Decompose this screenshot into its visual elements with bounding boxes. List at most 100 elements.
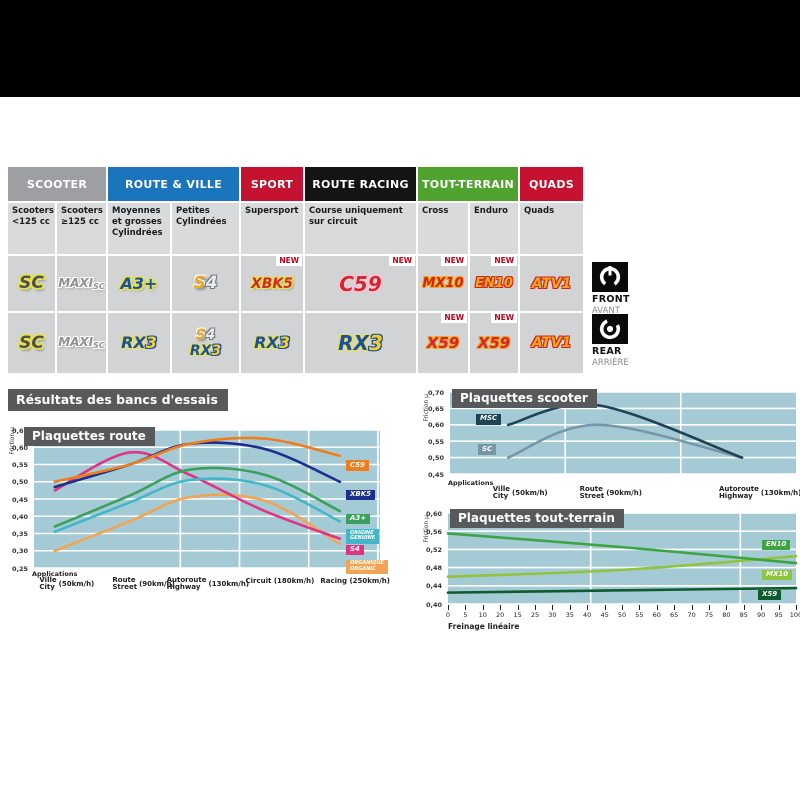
- logo-mx10: MX10: [422, 276, 464, 291]
- x-category-en: City: [39, 583, 55, 592]
- legend-x59: X59: [758, 589, 782, 601]
- x-category-label: Racing (250km/h): [320, 577, 390, 585]
- y-tick-label: 0,55: [11, 461, 28, 469]
- logo-text: RX: [121, 333, 146, 352]
- y-tick-label: 0,35: [11, 530, 28, 538]
- x-category-fr: Autoroute: [166, 576, 207, 584]
- product-cell-front: SC: [8, 256, 55, 311]
- x-category-names: Ville City: [493, 485, 510, 501]
- x-tick-mark: [587, 605, 589, 610]
- legend-line: ORIGINE: [350, 529, 374, 536]
- x-category-speed: (130km/h): [208, 580, 250, 589]
- y-tick-label: 0,65: [427, 404, 444, 413]
- x-category-label: Route Street (90km/h): [112, 576, 174, 592]
- x-tick-label: 25: [530, 611, 540, 619]
- x-tick-label: 45: [600, 611, 609, 619]
- logo-text: MAXI: [58, 335, 94, 349]
- x-category-label: Autoroute Highway (130km/h): [166, 576, 250, 592]
- y-tick-label: 0,50: [427, 454, 444, 463]
- product-cell-rear: RX3: [108, 313, 170, 373]
- logo-sc: SC: [19, 332, 44, 353]
- y-tick-label: 0,48: [425, 564, 442, 573]
- subheader-cell-supersport: Supersport: [241, 203, 303, 254]
- x-category-en: Highway: [718, 492, 753, 501]
- x-tick-label: 10: [478, 611, 487, 619]
- series-line-en10: [446, 532, 798, 565]
- results-heading: Résultats des bancs d'essais: [8, 389, 228, 411]
- front-indicator: FRONT AVANT: [592, 262, 636, 316]
- legend-a3: A3+: [346, 513, 371, 525]
- chart-title: Plaquettes tout-terrain: [450, 509, 624, 528]
- x-tick-label: 70: [687, 611, 696, 619]
- x-tick-mark: [691, 605, 693, 610]
- x-category-names: Autoroute Highway: [718, 485, 759, 501]
- y-tick-label: 0,40: [425, 600, 442, 609]
- x-tick-mark: [656, 605, 658, 610]
- x-tick-mark: [709, 605, 710, 610]
- top-banner: [0, 0, 800, 97]
- series-line-a3: [53, 466, 342, 528]
- y-tick-label: 0,65: [11, 426, 28, 435]
- x-category-names: Route Street: [579, 485, 605, 501]
- logo-rx3: RX3: [338, 333, 383, 353]
- x-tick-mark: [448, 605, 449, 610]
- x-tick-label: 5: [463, 611, 468, 619]
- logo-sc: SC: [19, 273, 44, 293]
- x-axis-title: Applications: [32, 570, 78, 578]
- y-tick-label: 0,70: [427, 388, 444, 397]
- logo-rx3: RX3: [121, 335, 157, 351]
- new-badge: NEW: [441, 256, 467, 266]
- product-cell-front: S4: [172, 256, 239, 311]
- legend-organique: ORGANIQUE ORGANIC: [346, 559, 388, 575]
- series-line-c59: [53, 436, 342, 484]
- indicator-subtitle: AVANT: [592, 306, 620, 316]
- logo-subtext: SC: [93, 281, 105, 291]
- x-category-label: Route Street (90km/h): [579, 485, 642, 501]
- x-category-en: Street: [579, 492, 605, 501]
- x-category-speed: (50km/h): [58, 580, 95, 589]
- new-badge: NEW: [276, 256, 302, 266]
- y-tick-label: 0,60: [427, 421, 444, 430]
- x-tick-mark: [500, 605, 502, 610]
- x-category-single: Racing (250km/h): [320, 577, 390, 585]
- x-tick-label: 15: [513, 611, 522, 619]
- logo-text: S: [195, 327, 206, 343]
- x-tick-mark: [535, 605, 536, 610]
- logo-s4: S4: [196, 328, 216, 342]
- x-tick-mark: [778, 605, 780, 610]
- category-header-sport: SPORT: [241, 167, 303, 201]
- subheader-cell-cross: Cross: [418, 203, 468, 254]
- logo-c59: C59: [339, 271, 382, 296]
- y-tick-label: 0,50: [11, 478, 28, 487]
- x-tick-label: 35: [565, 611, 574, 619]
- new-badge: NEW: [441, 313, 467, 323]
- logo-maxisc: MAXISC: [58, 336, 105, 350]
- logo-atv1: ATV1: [531, 275, 572, 292]
- product-cell-rear: RX3: [241, 313, 303, 373]
- x-tick-mark: [796, 605, 797, 610]
- logo-x59: X59: [477, 333, 511, 352]
- legend-line: ORGANIQUE: [350, 560, 384, 567]
- new-badge: NEW: [491, 256, 517, 266]
- x-category-names: Autoroute Highway: [166, 576, 207, 592]
- new-badge: NEW: [491, 313, 517, 323]
- x-tick-label: 80: [722, 611, 731, 619]
- x-category-speed: (90km/h): [606, 489, 642, 498]
- x-tick-label: 20: [496, 611, 505, 619]
- legend-mx10: MX10: [762, 569, 793, 581]
- x-tick-mark: [482, 605, 484, 610]
- x-category-names: Route Street: [112, 576, 137, 592]
- x-category-single: Circuit (180km/h): [245, 577, 315, 585]
- new-badge: NEW: [389, 256, 415, 266]
- x-tick-label: 0: [445, 611, 451, 619]
- product-cell-front: ATV1: [520, 256, 583, 311]
- x-tick-label: 75: [704, 611, 714, 619]
- y-tick-label: 0,30: [11, 547, 28, 556]
- x-tick-mark: [674, 605, 676, 610]
- x-tick-label: 100: [789, 611, 800, 619]
- y-tick-label: 0,25: [11, 564, 28, 573]
- x-tick-label: 85: [739, 611, 748, 619]
- product-cell-front: NEW XBK5: [241, 256, 303, 311]
- category-header-route-racing: ROUTE RACING: [305, 167, 416, 201]
